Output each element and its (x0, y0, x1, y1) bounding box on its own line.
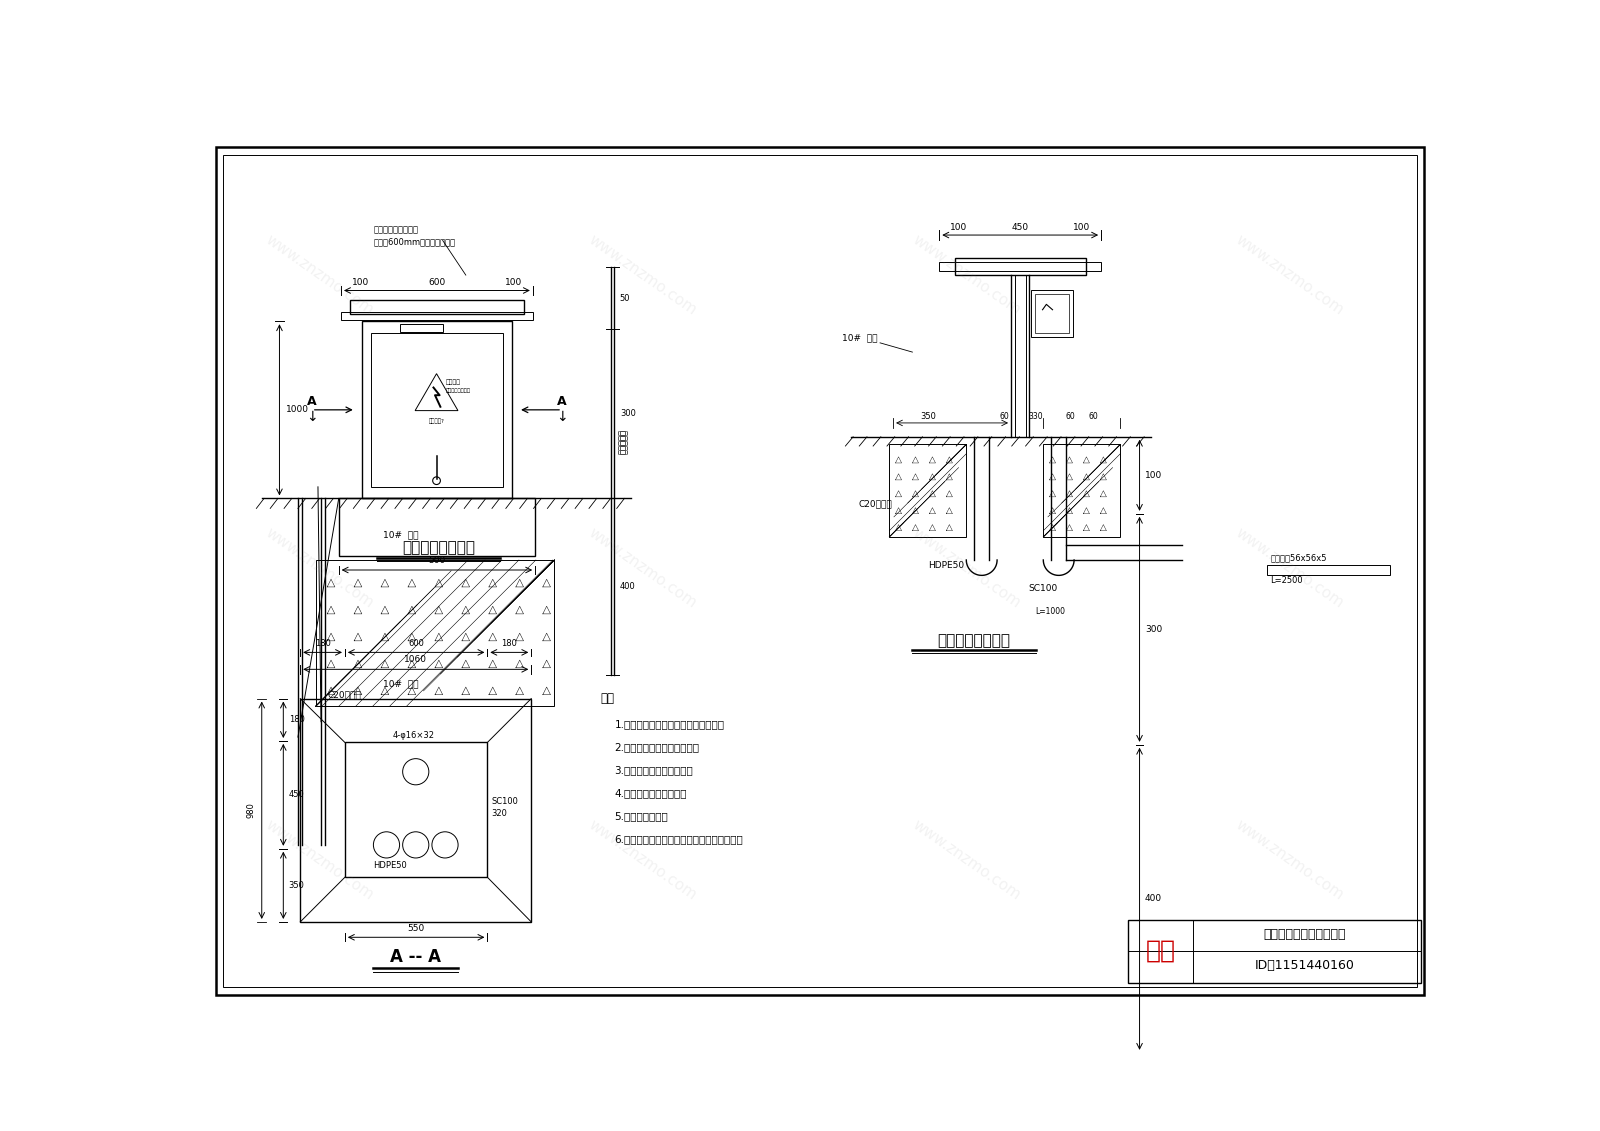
Bar (939, 262, 1101, 271)
Text: 接地扁铁56x56x5: 接地扁铁56x56x5 (1270, 553, 1326, 562)
Text: L=1000: L=1000 (1035, 607, 1066, 616)
Text: 180: 180 (288, 715, 304, 724)
Bar (890, 444, 966, 537)
Text: 液行镀沥计: 液行镀沥计 (618, 429, 627, 455)
Text: 600: 600 (427, 278, 445, 287)
Text: 4.箱门设置垂直伸展锁。: 4.箱门设置垂直伸展锁。 (614, 788, 686, 798)
Bar (315, 560, 554, 706)
Text: 4-φ16×32: 4-φ16×32 (392, 731, 435, 740)
Text: www.znzmo.com: www.znzmo.com (909, 818, 1022, 904)
Bar (346, 742, 488, 878)
Text: 2.箱体外层为镀锌钢板制成。: 2.箱体外层为镀锌钢板制成。 (614, 742, 699, 752)
Text: 外墙采用硅钙板装饰: 外墙采用硅钙板装饰 (373, 226, 419, 235)
Text: HDPE50: HDPE50 (373, 861, 406, 870)
Text: C20混凝土: C20混凝土 (326, 690, 362, 699)
Text: 100: 100 (950, 223, 968, 232)
Text: 400: 400 (1146, 895, 1162, 904)
Text: 高压危险: 高压危险 (446, 380, 461, 386)
Text: 180: 180 (315, 639, 331, 648)
Text: 320: 320 (491, 810, 507, 819)
Text: www.znzmo.com: www.znzmo.com (909, 525, 1022, 611)
Text: www.znzmo.com: www.znzmo.com (262, 232, 376, 318)
Text: 180: 180 (501, 639, 517, 648)
Text: 330: 330 (1029, 412, 1043, 421)
Text: 未经许可禁止入内: 未经许可禁止入内 (446, 388, 470, 394)
Text: 知末: 知末 (1146, 939, 1176, 962)
Text: L=2500: L=2500 (1270, 576, 1302, 585)
Text: 450: 450 (1011, 223, 1029, 232)
Text: 100: 100 (506, 278, 522, 287)
Bar (400, 323, 443, 333)
Bar (339, 499, 534, 556)
Text: 6.箱体尺寸仅供参考，最终按订资产品尺寸。: 6.箱体尺寸仅供参考，最终按订资产品尺寸。 (614, 835, 742, 845)
Text: 100: 100 (352, 278, 370, 287)
Bar (1128, 921, 1421, 984)
Text: ID：1151440160: ID：1151440160 (1254, 959, 1355, 973)
Bar (1030, 291, 1074, 337)
Text: www.znzmo.com: www.znzmo.com (262, 818, 376, 904)
Text: 550: 550 (408, 924, 424, 933)
Text: www.znzmo.com: www.znzmo.com (586, 525, 699, 611)
Text: 350: 350 (920, 412, 936, 421)
Bar (350, 300, 523, 313)
Text: 300: 300 (619, 409, 635, 418)
Text: 户外配电箱安装图: 户外配电箱安装图 (938, 632, 1011, 648)
Text: 正面采600mm宽可用活动小门: 正面采600mm宽可用活动小门 (373, 238, 456, 247)
Text: SC100: SC100 (1027, 584, 1058, 593)
Text: 当心触电?: 当心触电? (429, 418, 445, 424)
Bar (301, 699, 531, 922)
Text: 450: 450 (288, 791, 304, 800)
Text: 980: 980 (246, 802, 256, 818)
Bar (955, 258, 1086, 275)
Text: 1.在箱外必须设有如图所示警告标示。: 1.在箱外必须设有如图所示警告标示。 (614, 719, 725, 729)
Bar (1267, 564, 1390, 576)
Text: 1060: 1060 (405, 655, 427, 664)
Text: www.znzmo.com: www.znzmo.com (909, 232, 1022, 318)
Text: 10#  槽钢: 10# 槽钢 (842, 334, 878, 343)
Text: 液行镀沥计: 液行镀沥计 (619, 429, 629, 455)
Bar (362, 321, 512, 499)
Text: SC100: SC100 (491, 797, 518, 806)
Text: ↓: ↓ (557, 411, 568, 424)
Bar (1035, 294, 1069, 333)
Text: 100: 100 (1146, 470, 1162, 480)
Text: HDPE50: HDPE50 (928, 561, 963, 570)
Text: www.znzmo.com: www.znzmo.com (1234, 818, 1347, 904)
Text: A -- A: A -- A (390, 948, 442, 966)
Text: 100: 100 (1074, 223, 1091, 232)
Text: 300: 300 (1146, 624, 1162, 633)
Text: 60: 60 (1088, 412, 1098, 421)
Text: www.znzmo.com: www.znzmo.com (1234, 232, 1347, 318)
Text: 400: 400 (619, 582, 635, 592)
Text: 1000: 1000 (286, 405, 309, 414)
Text: 50: 50 (619, 294, 630, 303)
Text: www.znzmo.com: www.znzmo.com (262, 525, 376, 611)
Text: 室外配电箱大样图（一）: 室外配电箱大样图（一） (1264, 929, 1346, 941)
Bar (371, 333, 502, 486)
Text: A: A (557, 395, 566, 408)
Bar (1043, 444, 1120, 537)
Text: 350: 350 (288, 881, 304, 890)
Text: 10#  槽钢: 10# 槽钢 (382, 680, 418, 689)
Text: 5.箱体为双层门。: 5.箱体为双层门。 (614, 811, 669, 821)
Text: 500: 500 (429, 556, 445, 566)
Text: C20混凝土: C20混凝土 (859, 499, 893, 508)
Text: www.znzmo.com: www.znzmo.com (1234, 525, 1347, 611)
Text: 注：: 注： (600, 692, 614, 706)
Text: 60: 60 (1066, 412, 1075, 421)
Text: 600: 600 (408, 639, 424, 648)
Text: 60: 60 (1000, 412, 1010, 421)
Text: 户外配电箱正面图: 户外配电箱正面图 (402, 541, 475, 555)
Text: A: A (307, 395, 317, 408)
Bar (341, 312, 533, 320)
Text: 10#  槽钢: 10# 槽钢 (382, 530, 418, 538)
Text: ↓: ↓ (306, 411, 318, 424)
Text: www.znzmo.com: www.znzmo.com (586, 232, 699, 318)
Text: www.znzmo.com: www.znzmo.com (586, 818, 699, 904)
Text: 3.箱体外面颜色由业主订。: 3.箱体外面颜色由业主订。 (614, 766, 693, 775)
